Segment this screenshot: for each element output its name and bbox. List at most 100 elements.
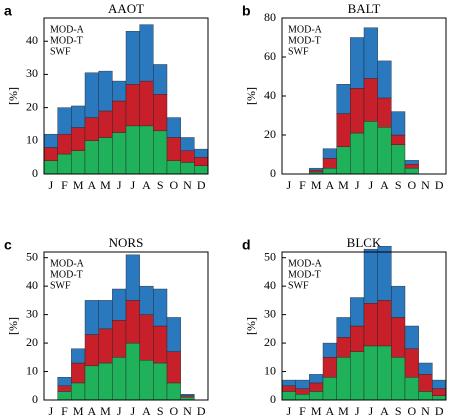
x-tick-label: O — [407, 178, 416, 192]
bar-segment — [125, 31, 140, 85]
x-tick-label: M — [311, 178, 322, 192]
bar-segment — [84, 300, 99, 335]
x-tick-label: J — [368, 178, 373, 192]
y-axis-label: [%] — [244, 87, 258, 105]
bar-segment — [98, 70, 113, 112]
bar-segment — [139, 359, 154, 401]
plot-frame — [43, 251, 209, 401]
bar-segment — [71, 382, 86, 401]
bar-segment — [404, 325, 419, 349]
x-tick-label: D — [435, 178, 444, 192]
x-tick-label: A — [142, 404, 151, 418]
bar-segment — [180, 395, 195, 398]
legend-entry: MOD-T — [288, 269, 321, 280]
bar-segment — [57, 391, 72, 401]
bar-segment — [350, 37, 365, 89]
x-tick-label: F — [299, 404, 306, 418]
panel-label: c — [4, 237, 12, 253]
y-tick-label: 20 — [26, 99, 38, 113]
bar-segment — [377, 246, 392, 301]
x-tick-label: S — [395, 404, 402, 418]
bar-segment — [404, 167, 419, 175]
bar-segment — [350, 132, 365, 175]
bar-segment — [180, 394, 195, 396]
bar-segment — [98, 137, 113, 175]
bar-segment — [112, 132, 127, 175]
chart-title: BALT — [348, 1, 381, 16]
bar-segment — [153, 325, 168, 364]
bar-segment — [180, 137, 195, 151]
bar-segment — [166, 137, 181, 161]
bar-segment — [336, 357, 351, 401]
bar-segment — [309, 169, 324, 173]
bar-segment — [322, 148, 337, 159]
y-tick-label: 20 — [264, 127, 276, 141]
panel-label: b — [242, 3, 251, 19]
bar-segment — [71, 127, 86, 151]
bar-segment — [71, 105, 86, 128]
y-tick-label: 50 — [26, 249, 38, 263]
chart-title: BLCK — [347, 235, 382, 250]
plot-frame — [281, 251, 447, 401]
x-tick-label: O — [407, 404, 416, 418]
bar-segment — [125, 254, 140, 301]
bar-segment — [336, 84, 351, 114]
bar-segment — [125, 125, 140, 175]
bar-segment — [125, 84, 140, 127]
y-tick-label: 40 — [26, 33, 38, 47]
x-tick-label: M — [100, 178, 111, 192]
bar-segment — [391, 357, 406, 401]
bar-segment — [166, 117, 181, 138]
bar-segment — [166, 317, 181, 352]
y-axis-label: [%] — [244, 317, 258, 335]
y-tick-label: 50 — [264, 249, 276, 263]
bar-segment — [336, 146, 351, 175]
bar-segment — [98, 328, 113, 364]
x-tick-label: J — [355, 178, 360, 192]
bar-segment — [57, 153, 72, 175]
panel-label: d — [242, 237, 251, 253]
bar-segment — [391, 317, 406, 358]
bar-segment — [281, 379, 296, 386]
bar-segment — [404, 164, 419, 169]
x-tick-label: J — [130, 404, 135, 418]
x-tick-label: M — [100, 404, 111, 418]
bar-segment — [112, 288, 127, 321]
x-tick-label: N — [183, 404, 192, 418]
bar-segment — [377, 126, 392, 175]
x-tick-label: M — [338, 178, 349, 192]
bar-segment — [281, 391, 296, 401]
bar-segment — [295, 394, 310, 401]
legend-entry: MOD-T — [50, 35, 83, 46]
bar-segment — [166, 160, 181, 175]
panel-label: a — [4, 3, 12, 19]
bar-segment — [391, 285, 406, 318]
y-tick-label: 60 — [264, 49, 276, 63]
bar-segment — [336, 113, 351, 147]
bar-segment — [139, 24, 154, 82]
x-tick-label: J — [48, 404, 53, 418]
x-tick-label: J — [286, 178, 291, 192]
x-tick-label: A — [325, 178, 334, 192]
bar-segment — [377, 97, 392, 128]
bar-segment — [309, 391, 324, 401]
y-tick-label: 40 — [264, 88, 276, 102]
bar-segment — [153, 288, 168, 327]
y-tick-label: 20 — [26, 335, 38, 349]
plot-frame — [281, 17, 447, 175]
x-tick-label: J — [286, 404, 291, 418]
y-tick-label: 0 — [32, 392, 38, 406]
bar-segment — [98, 300, 113, 330]
x-tick-label: M — [338, 404, 349, 418]
bar-segment — [57, 385, 72, 392]
bar-segment — [194, 148, 209, 158]
bar-segment — [194, 157, 209, 166]
x-tick-label: F — [61, 178, 68, 192]
y-tick-label: 0 — [270, 166, 276, 180]
bar-segment — [84, 140, 99, 175]
x-tick-label: F — [299, 178, 306, 192]
y-tick-label: 30 — [26, 306, 38, 320]
